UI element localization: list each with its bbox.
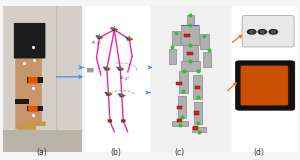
FancyBboxPatch shape xyxy=(28,77,38,84)
Bar xyxy=(172,121,188,126)
FancyBboxPatch shape xyxy=(118,67,122,71)
FancyBboxPatch shape xyxy=(108,119,112,122)
Bar xyxy=(194,102,202,124)
Bar xyxy=(181,61,200,71)
Bar xyxy=(193,126,198,130)
Bar xyxy=(181,25,199,45)
Bar xyxy=(3,130,82,152)
FancyBboxPatch shape xyxy=(14,23,45,58)
FancyBboxPatch shape xyxy=(105,67,109,71)
Bar xyxy=(192,128,206,132)
FancyBboxPatch shape xyxy=(28,106,38,112)
Circle shape xyxy=(260,31,264,33)
Bar xyxy=(56,6,57,130)
FancyBboxPatch shape xyxy=(242,16,294,47)
FancyBboxPatch shape xyxy=(17,125,36,130)
Circle shape xyxy=(250,31,254,33)
Text: (a): (a) xyxy=(36,148,47,157)
Bar xyxy=(232,6,297,152)
Bar xyxy=(3,6,82,130)
Bar xyxy=(172,31,180,45)
Bar xyxy=(176,82,182,85)
Circle shape xyxy=(258,30,266,34)
Circle shape xyxy=(271,31,275,33)
Bar xyxy=(27,77,43,83)
Bar xyxy=(184,34,190,37)
Bar xyxy=(169,48,176,64)
Text: $\theta^j,\chi^j$: $\theta^j,\chi^j$ xyxy=(119,74,130,84)
Bar xyxy=(27,106,43,112)
Bar xyxy=(152,6,230,152)
Bar xyxy=(187,15,194,25)
FancyBboxPatch shape xyxy=(121,119,125,122)
FancyBboxPatch shape xyxy=(240,65,288,106)
Text: (b): (b) xyxy=(110,148,121,157)
FancyBboxPatch shape xyxy=(106,93,111,96)
Bar xyxy=(193,75,202,99)
FancyBboxPatch shape xyxy=(127,38,131,41)
FancyBboxPatch shape xyxy=(27,47,42,123)
FancyBboxPatch shape xyxy=(119,94,124,97)
FancyBboxPatch shape xyxy=(15,47,28,129)
Bar xyxy=(179,71,188,93)
FancyBboxPatch shape xyxy=(112,28,117,31)
Bar xyxy=(3,6,82,152)
Bar xyxy=(85,6,150,152)
Bar xyxy=(200,34,208,48)
Circle shape xyxy=(269,30,278,34)
Bar xyxy=(15,99,29,104)
Bar xyxy=(195,85,200,89)
Bar xyxy=(203,52,211,67)
Text: (c): (c) xyxy=(175,148,185,157)
FancyBboxPatch shape xyxy=(236,61,295,110)
Text: (d): (d) xyxy=(253,148,264,157)
FancyBboxPatch shape xyxy=(97,36,102,39)
Text: $\theta^i,\chi^i$: $\theta^i,\chi^i$ xyxy=(91,39,102,49)
Bar xyxy=(177,106,182,109)
FancyBboxPatch shape xyxy=(28,121,46,126)
Bar xyxy=(181,25,199,26)
Circle shape xyxy=(248,30,256,34)
Bar xyxy=(183,45,198,61)
Bar xyxy=(178,96,186,118)
Bar xyxy=(188,52,193,55)
Bar xyxy=(177,119,182,122)
Bar xyxy=(194,112,199,115)
FancyBboxPatch shape xyxy=(87,68,94,72)
